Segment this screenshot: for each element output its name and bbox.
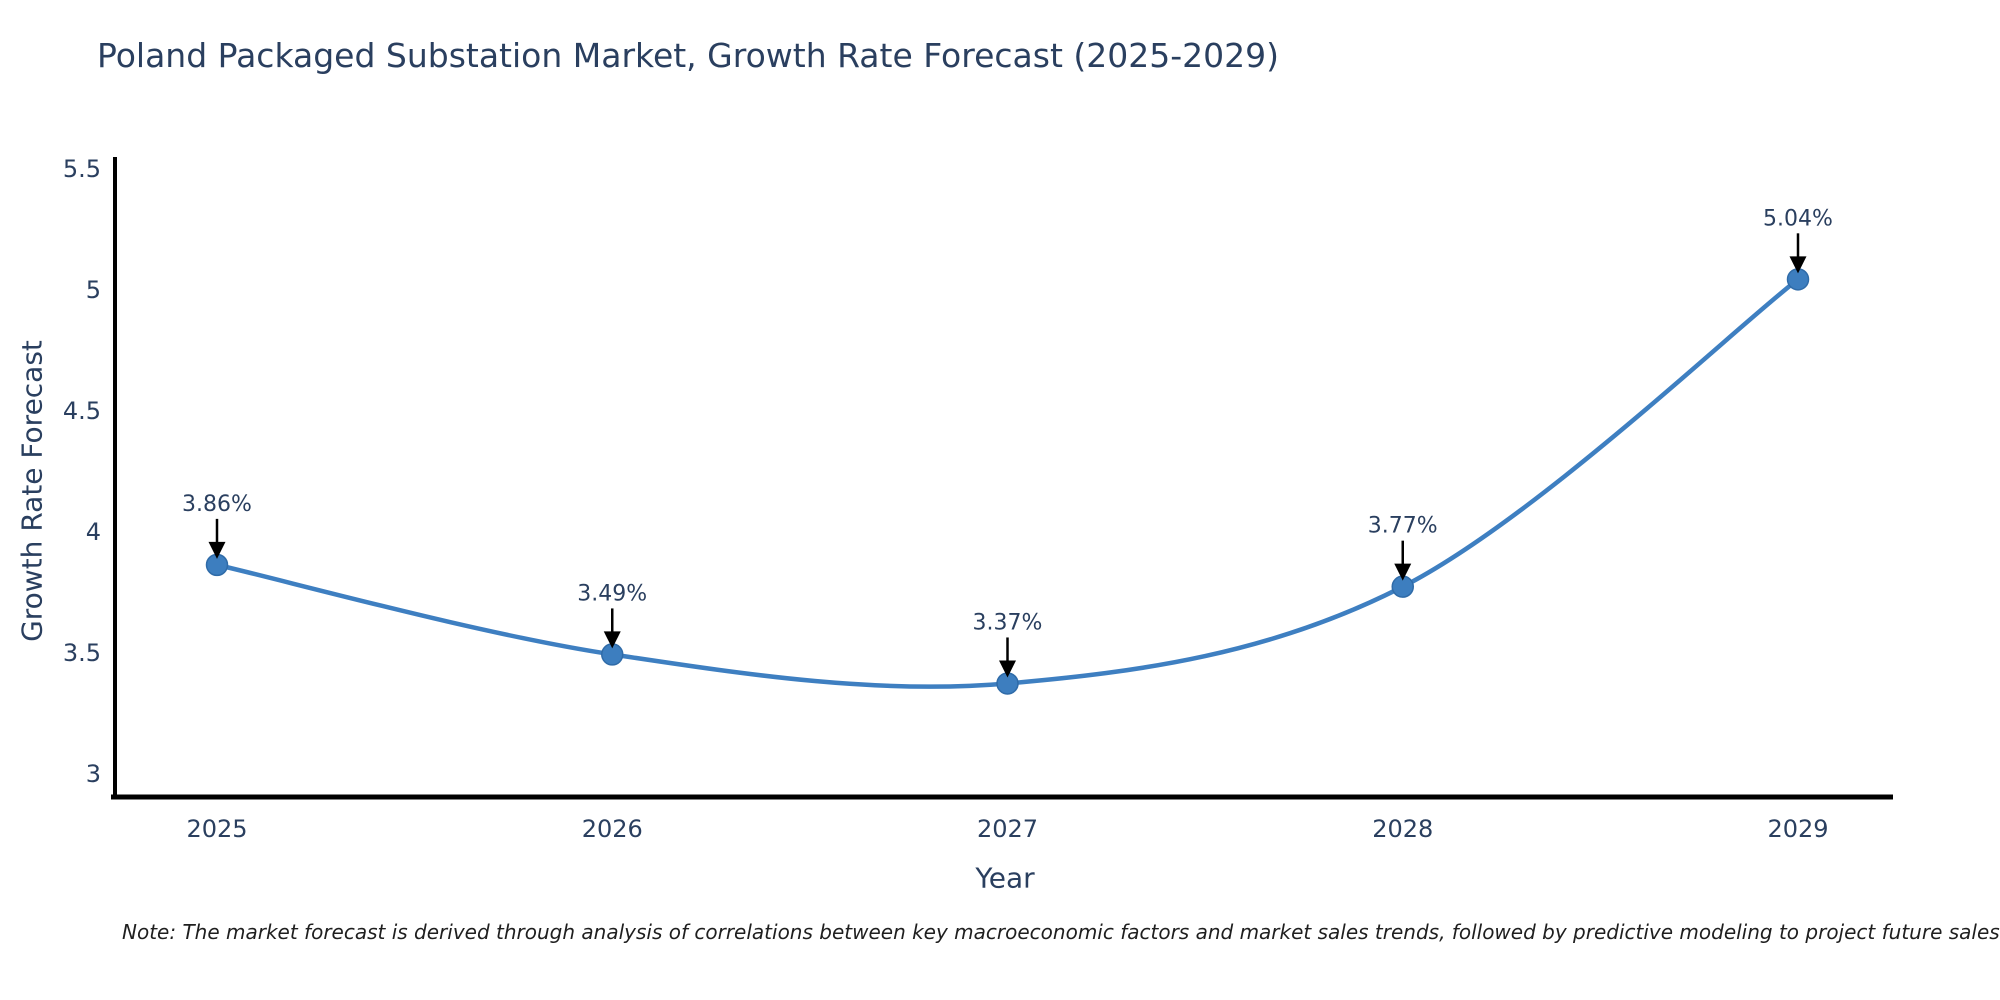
y-tick-label-3.5: 3.5 <box>63 639 101 667</box>
x-tick-label-2029: 2029 <box>1767 815 1828 843</box>
annotation-arrowhead <box>999 660 1016 678</box>
annotation-label-2028: 3.77% <box>1368 514 1438 539</box>
annotation-arrowhead <box>208 541 226 559</box>
annotation-arrowhead <box>603 631 621 649</box>
x-tick-label-2025: 2025 <box>186 815 247 843</box>
x-tick-label-2026: 2026 <box>582 815 643 843</box>
annotation-label-2029: 5.04% <box>1763 206 1833 231</box>
annotation-label-2027: 3.37% <box>973 610 1043 635</box>
y-tick-label-3: 3 <box>86 760 101 788</box>
annotation-arrowhead <box>1394 563 1412 581</box>
chart-title: Poland Packaged Substation Market, Growt… <box>97 36 1280 75</box>
y-tick-label-4.5: 4.5 <box>63 397 101 425</box>
y-tick-label-5: 5 <box>86 276 101 304</box>
annotation-label-2025: 3.86% <box>182 492 252 517</box>
annotation-arrowhead <box>1789 256 1807 274</box>
x-tick-label-2028: 2028 <box>1372 815 1433 843</box>
x-tick-label-2027: 2027 <box>977 815 1038 843</box>
footnote: Note: The market forecast is derived thr… <box>122 920 2000 944</box>
annotation-label-2026: 3.49% <box>577 581 647 606</box>
y-tick-label-4: 4 <box>86 518 101 546</box>
y-tick-label-5.5: 5.5 <box>63 155 101 183</box>
x-axis-title: Year <box>975 861 1035 895</box>
